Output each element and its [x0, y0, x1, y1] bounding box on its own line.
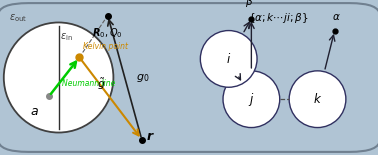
Text: $\epsilon_{\rm out}$: $\epsilon_{\rm out}$: [9, 13, 28, 24]
Text: $k$: $k$: [313, 92, 322, 106]
Text: Kelvin point: Kelvin point: [83, 42, 128, 51]
Text: $i$: $i$: [226, 52, 231, 66]
Ellipse shape: [4, 22, 113, 133]
Ellipse shape: [289, 71, 346, 128]
Ellipse shape: [200, 31, 257, 87]
Text: $\boldsymbol{R}_0, Q_0$: $\boldsymbol{R}_0, Q_0$: [92, 26, 123, 40]
Text: $\beta$: $\beta$: [245, 0, 254, 9]
Text: $\{\alpha; k\cdots ji; \beta\}$: $\{\alpha; k\cdots ji; \beta\}$: [248, 11, 308, 25]
Text: $j$: $j$: [248, 91, 255, 108]
Text: Neumann line: Neumann line: [62, 79, 116, 88]
Text: $\alpha$: $\alpha$: [332, 12, 341, 22]
Text: $g_0$: $g_0$: [136, 71, 150, 84]
Text: $a$: $a$: [29, 105, 39, 118]
Ellipse shape: [223, 71, 280, 128]
Text: $\tilde{g}$: $\tilde{g}$: [97, 77, 105, 92]
Text: $\boldsymbol{r}$: $\boldsymbol{r}$: [146, 130, 154, 143]
FancyBboxPatch shape: [0, 3, 378, 152]
Text: $\epsilon_{\rm in}$: $\epsilon_{\rm in}$: [60, 31, 73, 43]
